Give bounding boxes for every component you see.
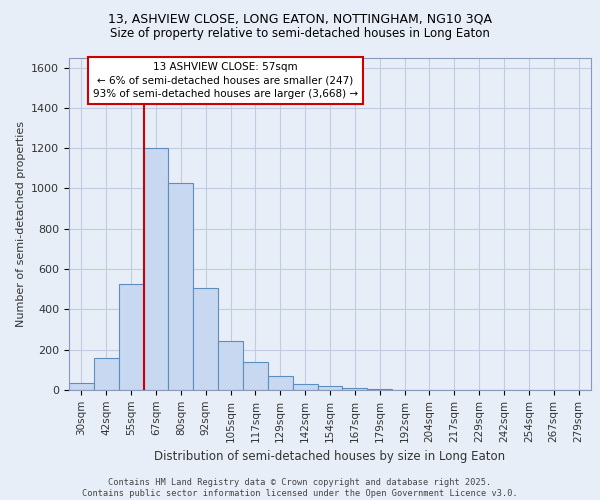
Y-axis label: Number of semi-detached properties: Number of semi-detached properties <box>16 120 26 327</box>
Bar <box>317 386 343 390</box>
Bar <box>143 148 169 390</box>
Bar <box>268 376 293 390</box>
Bar <box>293 384 317 390</box>
Bar <box>243 362 268 390</box>
Bar <box>119 284 143 390</box>
Bar <box>94 358 119 390</box>
Text: Contains HM Land Registry data © Crown copyright and database right 2025.
Contai: Contains HM Land Registry data © Crown c… <box>82 478 518 498</box>
Bar <box>343 388 367 390</box>
Text: 13, ASHVIEW CLOSE, LONG EATON, NOTTINGHAM, NG10 3QA: 13, ASHVIEW CLOSE, LONG EATON, NOTTINGHA… <box>108 12 492 26</box>
Bar <box>69 383 94 390</box>
Text: 13 ASHVIEW CLOSE: 57sqm
← 6% of semi-detached houses are smaller (247)
93% of se: 13 ASHVIEW CLOSE: 57sqm ← 6% of semi-det… <box>93 62 358 99</box>
Bar <box>367 389 392 390</box>
Bar <box>169 184 193 390</box>
Text: Size of property relative to semi-detached houses in Long Eaton: Size of property relative to semi-detach… <box>110 28 490 40</box>
Bar <box>193 288 218 390</box>
X-axis label: Distribution of semi-detached houses by size in Long Eaton: Distribution of semi-detached houses by … <box>154 450 506 463</box>
Bar <box>218 340 243 390</box>
